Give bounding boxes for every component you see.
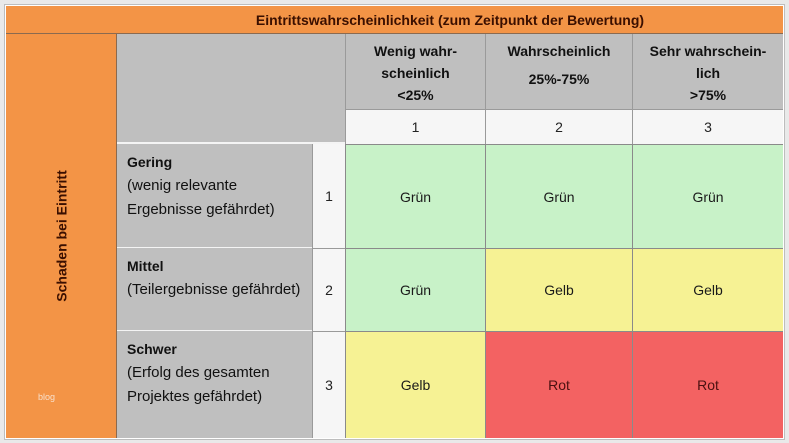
matrix-cell: Rot <box>632 331 783 438</box>
row-label-gering: Gering (wenig relevante Ergebnisse gefäh… <box>117 144 312 248</box>
column-axis-title: Eintrittswahrscheinlichkeit (zum Zeitpun… <box>117 6 783 34</box>
matrix-cell: Gelb <box>345 331 485 438</box>
row-number-3: 3 <box>312 331 345 438</box>
column-header-2: Wahrscheinlich 25%-75% <box>485 34 632 109</box>
row-axis-column <box>6 6 117 438</box>
row-axis-label: Schaden bei Eintritt <box>53 170 70 302</box>
column-number-1: 1 <box>345 109 485 144</box>
header-blank <box>117 34 345 144</box>
matrix-cell: Grün <box>345 144 485 248</box>
watermark: blog <box>38 392 56 402</box>
matrix-cell: Rot <box>485 331 632 438</box>
row-label-mittel: Mittel (Teilergebnisse gefährdet) <box>117 248 312 331</box>
column-header-3: Sehr wahrschein- lich >75% <box>632 34 783 109</box>
matrix-cell: Grün <box>632 144 783 248</box>
row-number-1: 1 <box>312 144 345 248</box>
matrix-cell: Grün <box>485 144 632 248</box>
row-label-schwer: Schwer (Erfolg des gesamten Projektes ge… <box>117 331 312 438</box>
matrix-cell: Gelb <box>632 248 783 331</box>
column-number-2: 2 <box>485 109 632 144</box>
column-number-3: 3 <box>632 109 783 144</box>
row-number-2: 2 <box>312 248 345 331</box>
matrix-cell: Gelb <box>485 248 632 331</box>
matrix-cell: Grün <box>345 248 485 331</box>
column-header-1: Wenig wahr- scheinlich <25% <box>345 34 485 109</box>
corner-cell <box>6 6 117 34</box>
